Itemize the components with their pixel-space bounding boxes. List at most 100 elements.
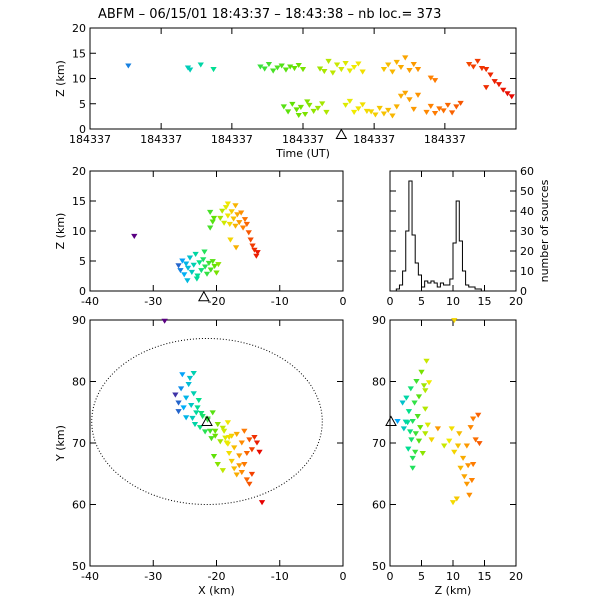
time-height-point <box>355 61 362 67</box>
zy-view-point <box>468 478 476 484</box>
time-height-point <box>291 65 298 72</box>
zy-view-xtick-label: 10 <box>446 570 460 583</box>
zy-view-point <box>399 400 406 406</box>
plan-view-xtick-label: -40 <box>81 570 99 583</box>
plan-view-xtick-label: 0 <box>340 570 347 583</box>
zy-view-point <box>409 465 416 471</box>
plan-station-marker <box>201 415 213 426</box>
xz-view-point <box>239 225 247 231</box>
zy-view-point <box>412 431 419 437</box>
plan-view-point <box>210 454 218 460</box>
plan-view-point <box>220 428 228 434</box>
time-height-point <box>319 101 326 107</box>
time-height-point <box>346 68 353 74</box>
time-height-point <box>323 109 330 115</box>
zy-view-point <box>415 394 423 400</box>
xz-view-point <box>186 255 194 261</box>
plan-view-point <box>189 415 196 421</box>
xz-view-point <box>192 251 199 257</box>
time-height-point <box>372 112 379 118</box>
time-height-point <box>410 106 417 112</box>
xz-view-point <box>247 237 254 243</box>
plan-view-ytick-label: 80 <box>72 376 86 389</box>
time-height-point <box>299 67 307 73</box>
time-height-point <box>325 58 332 64</box>
zy-view-point <box>419 450 426 457</box>
time-height-point <box>389 69 396 75</box>
plan-view-point <box>180 405 187 411</box>
plan-view-point <box>207 428 214 434</box>
time-height-point <box>389 113 396 119</box>
time-height-point <box>359 69 366 75</box>
xz-view-point <box>201 264 209 270</box>
plan-view-point <box>243 450 250 457</box>
xz-view-point <box>245 230 252 236</box>
zy-view-point <box>403 395 410 401</box>
zy-view-point <box>434 426 442 432</box>
time-height-xtick-label: 184337 <box>353 133 395 146</box>
time-height-point <box>333 62 341 68</box>
time-height-point <box>295 62 302 69</box>
time-height-point <box>284 109 292 115</box>
plan-view-point <box>188 402 195 409</box>
time-height-point <box>410 61 417 68</box>
plan-view-point <box>177 386 185 392</box>
xz-view-point <box>184 265 192 271</box>
time-height-point <box>278 63 285 69</box>
zy-view-point <box>422 388 429 394</box>
xz-view-point <box>209 259 216 265</box>
plan-view-point <box>201 429 209 435</box>
time-height-point <box>287 64 294 70</box>
zy-view-point <box>461 474 468 480</box>
plan-view-point <box>236 453 243 459</box>
plan-view-point <box>208 436 215 442</box>
plan-view-point <box>226 450 233 457</box>
zy-view-point <box>405 446 412 452</box>
plan-view-point <box>214 422 221 428</box>
zy-view-panel: 0 5 10 15 20 50 60 70 80 90 Z (km) <box>372 314 523 597</box>
xz-view-point <box>198 268 205 274</box>
time-height-point <box>197 62 204 68</box>
xz-view-point <box>194 273 201 279</box>
xz-view-point <box>184 278 191 284</box>
height-histogram-ytick-label: 0 <box>520 285 527 298</box>
plan-view-point <box>241 428 248 434</box>
zy-view-point <box>467 425 474 431</box>
xz-view-xtick-label: 0 <box>340 295 347 308</box>
zy-view-point <box>417 425 424 431</box>
time-height-point <box>342 102 349 108</box>
time-height-point <box>295 112 302 119</box>
time-height-point <box>427 103 434 109</box>
xz-view-point <box>224 213 232 219</box>
time-height-point <box>423 109 430 115</box>
xz-view-point <box>210 215 218 221</box>
time-height-point <box>406 68 413 74</box>
plan-view-point <box>241 462 248 468</box>
time-height-point <box>301 111 309 118</box>
plan-view-ytick-label: 90 <box>72 314 86 327</box>
xz-view-point <box>238 210 245 216</box>
time-height-xtick-label: 184337 <box>211 133 253 146</box>
xz-view-point <box>224 201 232 207</box>
zy-view-point <box>412 449 419 455</box>
zy-view-point <box>400 426 407 432</box>
xz-view-ytick-label: 0 <box>79 285 86 298</box>
time-height-point <box>355 106 362 112</box>
time-height-point <box>414 92 422 98</box>
plan-view-point <box>172 392 179 398</box>
plan-view-point <box>217 439 224 445</box>
plan-view-point <box>248 447 256 453</box>
height-histogram-ytick-label: 10 <box>520 265 534 278</box>
time-height-point <box>293 107 300 113</box>
xz-view-point <box>227 237 234 243</box>
time-height-point <box>363 108 371 114</box>
time-height-point <box>304 99 311 105</box>
xz-view-point <box>243 221 250 227</box>
xz-view-point <box>177 268 184 274</box>
time-height-point <box>270 68 277 74</box>
time-height-point <box>316 66 324 72</box>
time-height-point <box>350 64 358 71</box>
xz-view-point <box>241 217 249 223</box>
xz-view-point <box>220 220 228 226</box>
